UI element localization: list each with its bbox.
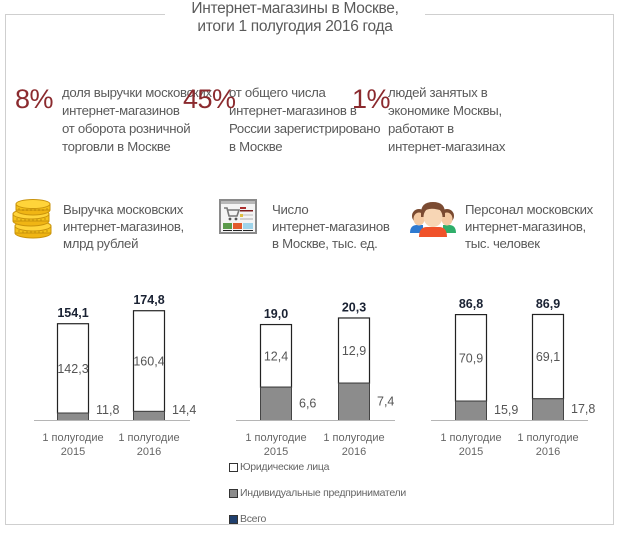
page-title-line-2: итоги 1 полугодия 2016 года xyxy=(197,18,393,35)
people-icon xyxy=(409,199,457,241)
panel-title-line: в Москве, тыс. ед. xyxy=(272,236,378,251)
data-label-individual-entrepreneurs: 6,6 xyxy=(299,396,316,410)
data-label-total: 86,8 xyxy=(459,297,483,311)
data-label-total: 20,3 xyxy=(342,300,366,314)
bar-segment-legal-entities xyxy=(56,323,90,414)
stat-description: от общего числа интернет-магазинов в Рос… xyxy=(229,84,381,156)
stat-line: экономике Москвы, xyxy=(388,103,502,118)
panel-title-line: тыс. человек xyxy=(465,236,540,251)
chart-3: 86,8 70,9 15,9 1 полугодие 2015 86,9 69,1 17,8 1… xyxy=(431,297,595,458)
data-label-individual-entrepreneurs: 17,8 xyxy=(571,402,595,416)
bar-segment-individual-entrepreneurs xyxy=(57,412,89,421)
legend-item-total: Всего xyxy=(229,513,406,531)
stat-value: 8% xyxy=(15,84,54,114)
bar-segment-individual-entrepreneurs xyxy=(260,386,292,422)
legend-label: Всего xyxy=(240,513,267,525)
data-label-legal-entities: 160,4 xyxy=(133,355,164,369)
stat-line: доля выручки московских xyxy=(62,85,212,100)
chart-2: 19,0 12,4 6,6 1 полугодие 2015 20,3 12,9 7,4 1 п… xyxy=(236,300,395,458)
data-label-legal-entities: 12,9 xyxy=(342,344,366,358)
legend-item-individual-entrepreneurs: Индивидуальные предприниматели xyxy=(229,487,406,505)
stat-value: 45% xyxy=(183,84,236,114)
category-label: 1 полугодие xyxy=(440,432,501,444)
bar-segment-individual-entrepreneurs xyxy=(338,382,370,422)
bar-segment-legal-entities xyxy=(132,310,166,413)
stat-line: интернет-магазинов в xyxy=(229,103,357,118)
category-label: 2016 xyxy=(536,446,560,458)
stat-line: от оборота розничной xyxy=(62,121,191,136)
stat-line: людей занятых в xyxy=(388,85,488,100)
stat-line: интернет-магазинах xyxy=(388,139,506,154)
stat-line: работают в xyxy=(388,121,454,136)
bar-segment-legal-entities xyxy=(337,317,371,384)
bar-segment-individual-entrepreneurs xyxy=(133,410,165,421)
data-label-total: 86,9 xyxy=(536,297,560,311)
data-label-individual-entrepreneurs: 7,4 xyxy=(377,394,394,408)
stat-line: от общего числа xyxy=(229,85,326,100)
data-label-legal-entities: 142,3 xyxy=(57,362,88,376)
legend-swatch xyxy=(229,515,238,524)
data-label-individual-entrepreneurs: 14,4 xyxy=(172,403,196,417)
category-label: 2015 xyxy=(61,446,85,458)
panel-title-line: интернет-магазинов xyxy=(272,219,390,234)
legend-item-legal-entities: Юридические лица xyxy=(229,461,406,479)
page-title-line-1: Интернет-магазины в Москве, xyxy=(191,0,399,17)
page-title: Интернет-магазины в Москве, итоги 1 полу… xyxy=(165,0,425,36)
legend-swatch xyxy=(229,463,238,472)
stat-line: торговли в Москве xyxy=(62,139,171,154)
data-label-total: 154,1 xyxy=(57,306,88,320)
data-label-legal-entities: 70,9 xyxy=(459,351,483,365)
panel-title-line: млрд рублей xyxy=(63,236,139,251)
frame-top-line-right xyxy=(425,14,613,15)
data-label-total: 19,0 xyxy=(264,307,288,321)
legend-label: Юридические лица xyxy=(240,461,330,473)
data-label-individual-entrepreneurs: 11,8 xyxy=(96,403,119,417)
coins-icon xyxy=(9,199,57,241)
category-label: 2015 xyxy=(459,446,483,458)
category-label: 1 полугодие xyxy=(517,432,578,444)
category-label: 1 полугодие xyxy=(323,432,384,444)
stat-line: интернет-магазинов xyxy=(62,103,180,118)
data-label-legal-entities: 12,4 xyxy=(264,349,288,363)
stat-line: России зарегистрировано xyxy=(229,121,381,136)
category-label: 1 полугодие xyxy=(42,432,103,444)
online-shop-icon xyxy=(219,199,267,241)
data-label-legal-entities: 69,1 xyxy=(536,350,560,364)
legend: Юридические лица Индивидуальные предприн… xyxy=(229,461,406,539)
panel-title-line: Выручка московских xyxy=(63,202,184,217)
category-label: 2015 xyxy=(264,446,288,458)
panel-title-line: Персонал московских xyxy=(465,202,593,217)
stat-description: людей занятых в экономике Москвы, работа… xyxy=(388,84,505,156)
infographic-frame xyxy=(5,14,614,525)
panel-title: Выручка московских интернет-магазинов, м… xyxy=(63,201,184,252)
legend-label: Индивидуальные предприниматели xyxy=(240,487,406,499)
panel-title-line: интернет-магазинов, xyxy=(63,219,184,234)
data-label-total: 174,8 xyxy=(133,293,164,307)
category-label: 2016 xyxy=(342,446,366,458)
category-label: 1 полугодие xyxy=(118,432,179,444)
category-label: 1 полугодие xyxy=(245,432,306,444)
bar-segment-individual-entrepreneurs xyxy=(455,400,487,421)
panel-title: Число интернет-магазинов в Москве, тыс. … xyxy=(272,201,390,252)
bar-segment-individual-entrepreneurs xyxy=(532,398,564,421)
frame-top-line-left xyxy=(5,14,165,15)
chart-1: 154,1 142,3 11,8 1 полугодие 2015 174,8 160,4 1… xyxy=(34,293,196,458)
stat-line: в Москве xyxy=(229,139,283,154)
bar-segment-legal-entities xyxy=(454,314,488,402)
stat-description: доля выручки московских интернет-магазин… xyxy=(62,84,212,156)
stat-value: 1% xyxy=(352,84,391,114)
category-label: 2016 xyxy=(137,446,161,458)
legend-swatch xyxy=(229,489,238,498)
data-label-individual-entrepreneurs: 15,9 xyxy=(494,403,518,417)
panel-title-line: Число xyxy=(272,202,309,217)
panel-title-line: интернет-магазинов, xyxy=(465,219,586,234)
panel-title: Персонал московских интернет-магазинов, … xyxy=(465,201,593,252)
